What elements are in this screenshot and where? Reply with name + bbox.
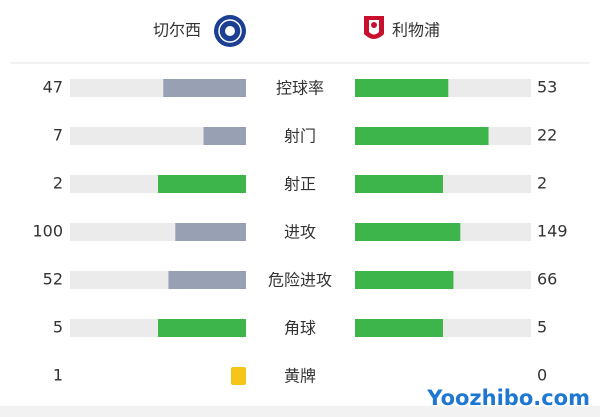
away-bar: [355, 127, 489, 145]
footer-band: [0, 406, 600, 417]
away-value: 22: [537, 126, 557, 145]
away-value: 66: [537, 270, 557, 289]
away-value: 53: [537, 78, 557, 97]
away-team-name: 利物浦: [392, 21, 440, 40]
home-value: 2: [53, 174, 63, 193]
stat-label: 角球: [284, 319, 316, 338]
home-team-name: 切尔西: [153, 21, 201, 40]
away-value: 0: [537, 366, 547, 385]
away-bar: [355, 223, 461, 241]
home-bar: [158, 175, 246, 193]
stat-label: 黄牌: [284, 367, 316, 386]
stat-label: 射门: [284, 127, 316, 146]
away-bar: [355, 79, 449, 97]
home-value: 1: [53, 366, 63, 385]
card-icon: [231, 367, 246, 385]
home-bar: [158, 319, 246, 337]
home-value: 5: [53, 318, 63, 337]
away-bar: [355, 271, 454, 289]
stat-label: 危险进攻: [268, 271, 332, 290]
home-value: 52: [43, 270, 63, 289]
away-bar: [355, 319, 443, 337]
away-value: 2: [537, 174, 547, 193]
home-value: 7: [53, 126, 63, 145]
home-value: 100: [32, 222, 63, 241]
home-bar: [163, 79, 246, 97]
home-logo: [214, 15, 246, 47]
home-bar: [175, 223, 246, 241]
stat-label: 射正: [284, 175, 316, 194]
bar-track: [70, 127, 246, 145]
home-bar: [168, 271, 246, 289]
watermark: Yoozhibo.com: [426, 386, 590, 410]
away-logo: [364, 16, 384, 39]
away-bar: [355, 175, 443, 193]
stat-label: 控球率: [276, 79, 324, 98]
home-bar: [203, 127, 246, 145]
home-value: 47: [43, 78, 63, 97]
away-value: 149: [537, 222, 568, 241]
stat-label: 进攻: [284, 223, 316, 242]
away-value: 5: [537, 318, 547, 337]
